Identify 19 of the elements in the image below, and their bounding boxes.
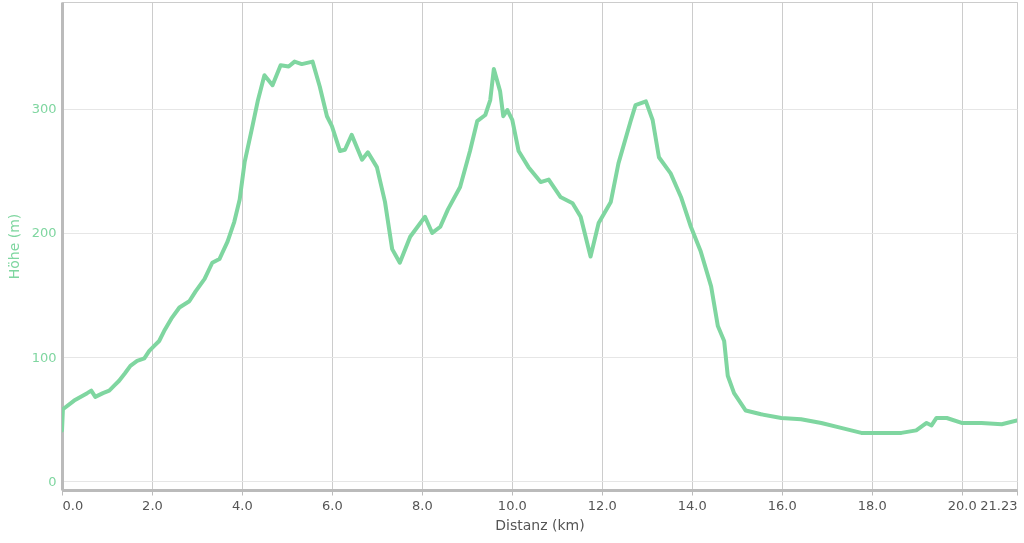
x-tick-label: 14.0 (677, 497, 707, 513)
y-axis-title: Höhe (m) (5, 213, 22, 280)
y-tick-label: 100 (31, 349, 57, 365)
x-axis-title: Distanz (km) (495, 516, 585, 533)
x-tick-label: 4.0 (232, 497, 253, 513)
x-tick-label: 21.23 (980, 497, 1018, 513)
x-tick-label: 8.0 (412, 497, 433, 513)
x-tick-label: 0.0 (62, 497, 84, 513)
x-tick-label: 16.0 (767, 497, 797, 513)
x-tick-label: 2.0 (142, 497, 163, 513)
line-series (62, 59, 1017, 435)
y-tick-label: 200 (31, 225, 57, 241)
y-tick-label: 0 (48, 473, 57, 489)
x-tick-label: 6.0 (322, 497, 343, 513)
x-tick-label: 18.0 (857, 497, 887, 513)
x-tick-label: 12.0 (587, 497, 617, 513)
x-tick-label: 20.0 (947, 497, 977, 513)
x-tick-label: 10.0 (497, 497, 527, 513)
y-tick-label: 300 (31, 101, 57, 117)
